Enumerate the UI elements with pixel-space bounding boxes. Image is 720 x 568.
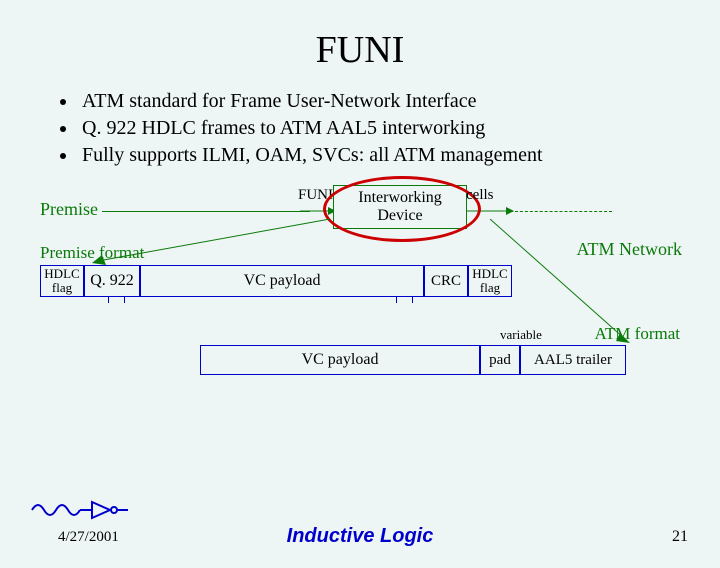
pad-cell: pad bbox=[480, 345, 520, 375]
footer-title: Inductive Logic bbox=[0, 525, 720, 548]
footer-logo bbox=[30, 498, 130, 522]
premise-line bbox=[102, 211, 310, 212]
vc-payload-1: VC payload bbox=[140, 265, 424, 297]
highlight-ellipse bbox=[323, 176, 481, 242]
crc-cell: CRC bbox=[424, 265, 468, 297]
q922-cell: Q. 922 bbox=[84, 265, 140, 297]
premise-frame: HDLC flag Q. 922 VC payload CRC HDLC fla… bbox=[40, 265, 512, 297]
diagram: Premise FUNI Interworking Device cells A… bbox=[0, 189, 720, 369]
page-number: 21 bbox=[672, 528, 688, 546]
vc-payload-2: VC payload bbox=[200, 345, 480, 375]
aal5-trailer: AAL5 trailer bbox=[520, 345, 626, 375]
slide-title: FUNI bbox=[0, 28, 720, 72]
atm-format-label: ATM format bbox=[595, 324, 680, 344]
bullet-item: Q. 922 HDLC frames to ATM AAL5 interwork… bbox=[60, 117, 720, 140]
cells-label: cells bbox=[466, 187, 494, 204]
atm-frame: VC payload pad AAL5 trailer bbox=[200, 345, 626, 375]
premise-label: Premise bbox=[40, 199, 98, 220]
bullet-text: ATM standard for Frame User-Network Inte… bbox=[82, 90, 476, 113]
hdlc-flag-right: HDLC flag bbox=[468, 265, 512, 297]
bullet-item: ATM standard for Frame User-Network Inte… bbox=[60, 90, 720, 113]
bullet-item: Fully supports ILMI, OAM, SVCs: all ATM … bbox=[60, 144, 720, 167]
bullet-list: ATM standard for Frame User-Network Inte… bbox=[60, 90, 720, 167]
hdlc-flag-left: HDLC flag bbox=[40, 265, 84, 297]
bullet-text: Q. 922 HDLC frames to ATM AAL5 interwork… bbox=[82, 117, 485, 140]
bullet-text: Fully supports ILMI, OAM, SVCs: all ATM … bbox=[82, 144, 543, 167]
variable-label: variable bbox=[500, 327, 542, 343]
arrow-down-left bbox=[90, 219, 340, 269]
dashed-line bbox=[510, 211, 612, 212]
